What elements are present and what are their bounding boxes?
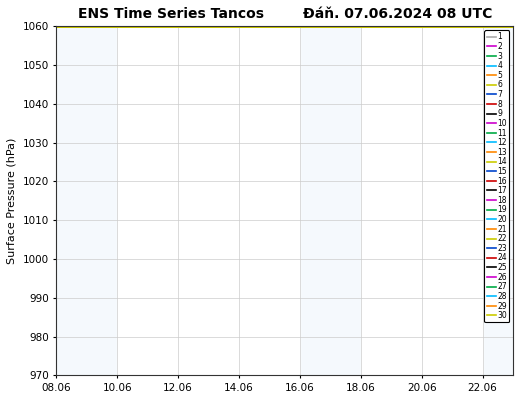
Bar — [361, 26, 483, 376]
Y-axis label: Surface Pressure (hPa): Surface Pressure (hPa) — [7, 138, 17, 264]
Legend: 1, 2, 3, 4, 5, 6, 7, 8, 9, 10, 11, 12, 13, 14, 15, 16, 17, 18, 19, 20, 21, 22, 2: 1, 2, 3, 4, 5, 6, 7, 8, 9, 10, 11, 12, 1… — [484, 30, 509, 322]
Bar — [118, 26, 300, 376]
Title: ENS Time Series Tancos        Đáň. 07.06.2024 08 UTC: ENS Time Series Tancos Đáň. 07.06.2024 0… — [77, 7, 492, 21]
